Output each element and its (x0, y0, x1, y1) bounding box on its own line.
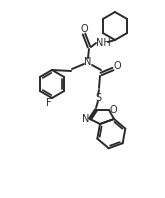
Text: O: O (109, 105, 117, 115)
Text: S: S (95, 93, 101, 103)
Text: N: N (82, 114, 90, 124)
Text: O: O (113, 61, 121, 71)
Text: NH: NH (96, 38, 110, 48)
Text: N: N (84, 57, 92, 67)
Text: O: O (80, 24, 88, 34)
Text: F: F (46, 98, 52, 108)
